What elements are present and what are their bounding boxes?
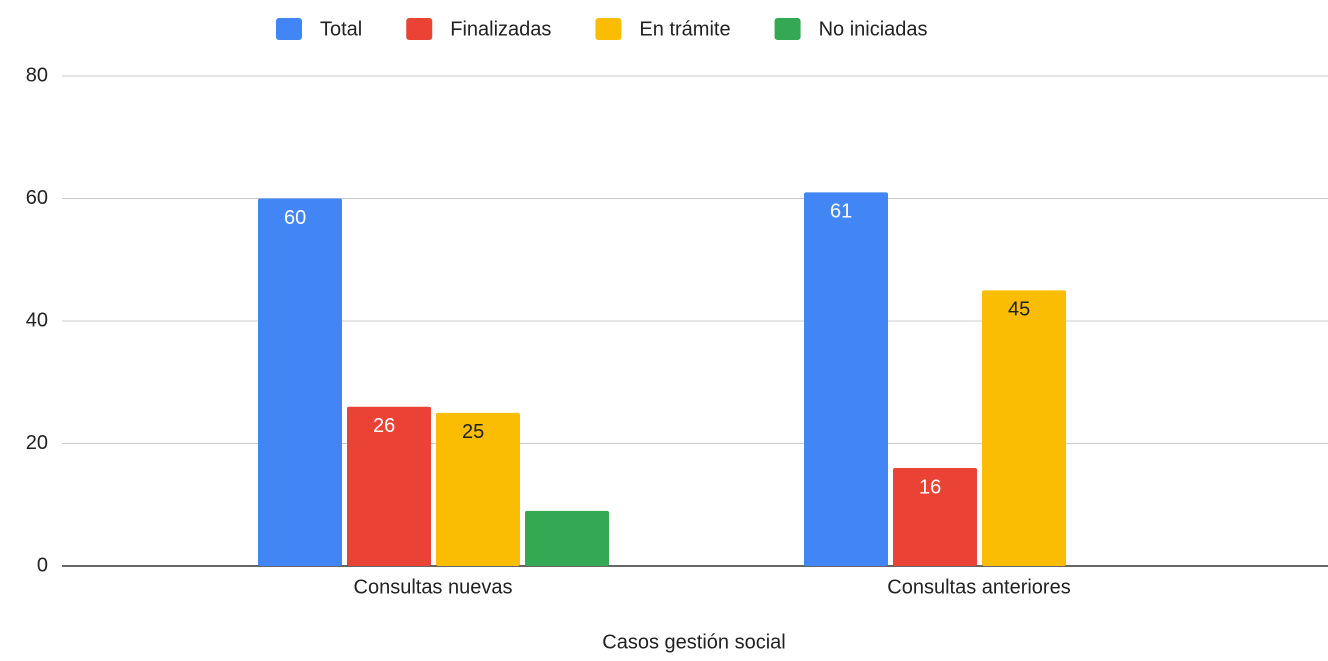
- data-label: 60: [284, 207, 306, 229]
- bar: [982, 290, 1066, 566]
- data-label: 16: [919, 476, 941, 498]
- x-tick-label: Consultas nuevas: [354, 576, 513, 598]
- bar: [347, 406, 431, 566]
- legend-label: Finalizadas: [450, 18, 551, 40]
- y-tick-label: 20: [26, 432, 48, 454]
- data-label: 25: [462, 421, 484, 443]
- data-label: 61: [830, 201, 852, 223]
- legend-label: En trámite: [639, 18, 730, 40]
- y-tick-label: 80: [26, 64, 48, 86]
- bar: [436, 412, 520, 566]
- bar: [258, 198, 342, 566]
- legend-label: No iniciadas: [819, 18, 928, 40]
- legend-swatch: [276, 18, 302, 40]
- data-label: 45: [1008, 299, 1030, 321]
- y-tick-label: 60: [26, 187, 48, 209]
- legend-swatch: [406, 18, 433, 40]
- y-tick-label: 0: [37, 554, 48, 576]
- x-axis-title: Casos gestión social: [602, 631, 785, 653]
- y-tick-label: 40: [26, 309, 48, 331]
- legend-swatch: [595, 18, 622, 40]
- data-label: 26: [373, 415, 395, 437]
- x-tick-label: Consultas anteriores: [887, 576, 1070, 598]
- legend-swatch: [774, 18, 801, 40]
- bar: [525, 510, 609, 566]
- bar: [804, 192, 888, 566]
- bar: [893, 468, 977, 566]
- legend-label: Total: [320, 18, 362, 40]
